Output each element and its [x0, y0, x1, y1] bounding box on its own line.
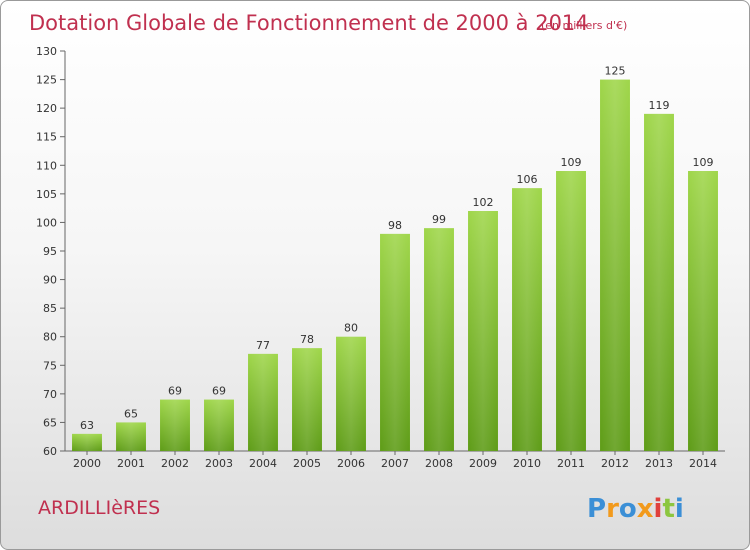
- logo-letter: x: [637, 494, 654, 524]
- y-tick-label: 125: [36, 74, 57, 87]
- value-label: 109: [561, 156, 582, 169]
- chart-unit: (en milliers d'€): [541, 19, 627, 32]
- x-tick-label: 2007: [381, 457, 409, 470]
- value-label: 63: [80, 419, 94, 432]
- y-tick-label: 85: [43, 302, 57, 315]
- axes: 60 65 70 75 80 85 90 95 100 105 110 115 120 125 130 200…: [36, 45, 725, 470]
- x-tick-label: 2013: [645, 457, 673, 470]
- chart-title: Dotation Globale de Fonctionnement de 20…: [29, 11, 589, 35]
- bar-highlight: [160, 399, 190, 451]
- proxiti-logo: Proxiti: [587, 494, 684, 524]
- value-label: 102: [473, 196, 494, 209]
- x-tick-label: 2005: [293, 457, 321, 470]
- x-tick-label: 2009: [469, 457, 497, 470]
- x-tick-label: 2011: [557, 457, 585, 470]
- x-tick-label: 2001: [117, 457, 145, 470]
- y-tick-label: 75: [43, 359, 57, 372]
- y-tick-label: 100: [36, 216, 57, 229]
- bar-highlight: [556, 171, 586, 451]
- x-tick-label: 2000: [73, 457, 101, 470]
- y-tick-label: 70: [43, 388, 57, 401]
- bar-highlight: [380, 233, 410, 451]
- y-tick-label: 105: [36, 188, 57, 201]
- y-tick-label: 60: [43, 445, 57, 458]
- logo-letter: i: [654, 494, 663, 524]
- bars: 63 65 69 69 77 78 80 98 99 102 106 109 125 119 109: [72, 65, 718, 452]
- y-tick-label: 95: [43, 245, 57, 258]
- bar-highlight: [204, 399, 234, 451]
- bar-highlight: [116, 422, 146, 451]
- value-label: 80: [344, 322, 358, 335]
- x-tick-label: 2008: [425, 457, 453, 470]
- bar-highlight: [424, 228, 454, 451]
- logo-letter: r: [606, 494, 619, 524]
- logo-letter: i: [675, 494, 684, 524]
- value-label: 78: [300, 333, 314, 346]
- value-label: 98: [388, 219, 402, 232]
- value-label: 65: [124, 407, 138, 420]
- value-label: 125: [605, 65, 626, 78]
- bar-highlight: [600, 79, 630, 452]
- y-tick-label: 80: [43, 331, 57, 344]
- bar-highlight: [688, 171, 718, 451]
- value-label: 77: [256, 339, 270, 352]
- x-tick-label: 2014: [689, 457, 717, 470]
- bar-highlight: [336, 336, 366, 451]
- value-label: 119: [649, 99, 670, 112]
- x-tick-label: 2010: [513, 457, 541, 470]
- bar-highlight: [248, 353, 278, 451]
- value-label: 99: [432, 213, 446, 226]
- x-tick-label: 2003: [205, 457, 233, 470]
- logo-letter: t: [662, 494, 674, 524]
- y-tick-label: 65: [43, 416, 57, 429]
- commune-name: ARDILLIèRES: [38, 497, 160, 519]
- x-tick-label: 2012: [601, 457, 629, 470]
- value-label: 69: [168, 385, 182, 398]
- bar-highlight: [292, 348, 322, 451]
- y-tick-label: 120: [36, 102, 57, 115]
- bar-highlight: [468, 211, 498, 451]
- bar-highlight: [72, 433, 102, 451]
- x-tick-label: 2004: [249, 457, 277, 470]
- value-label: 106: [517, 173, 538, 186]
- x-tick-label: 2006: [337, 457, 365, 470]
- y-tick-label: 110: [36, 159, 57, 172]
- x-tick-label: 2002: [161, 457, 189, 470]
- y-tick-label: 90: [43, 274, 57, 287]
- bar-highlight: [644, 113, 674, 451]
- y-tick-label: 115: [36, 131, 57, 144]
- value-label: 69: [212, 385, 226, 398]
- bar-highlight: [512, 188, 542, 451]
- logo-letter: P: [587, 494, 606, 524]
- value-label: 109: [693, 156, 714, 169]
- y-tick-label: 130: [36, 45, 57, 58]
- logo-letter: o: [619, 494, 637, 524]
